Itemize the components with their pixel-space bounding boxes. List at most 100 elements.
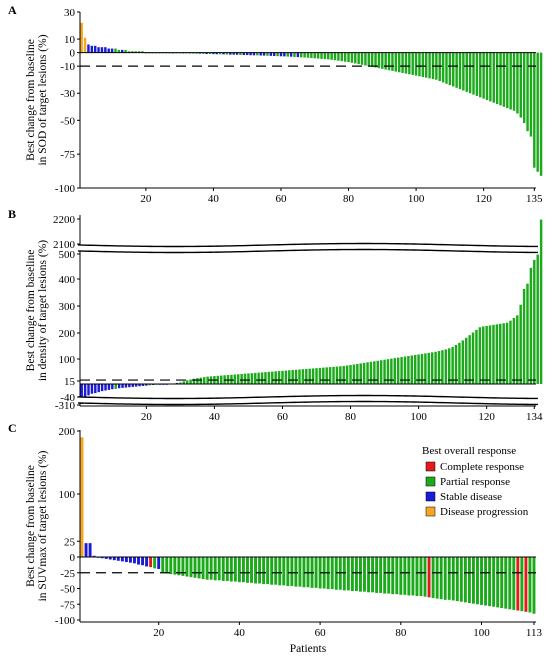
bar bbox=[502, 52, 506, 107]
bar bbox=[394, 52, 398, 72]
legend-title: Best overall response bbox=[422, 445, 516, 457]
y-tick-label: -310 bbox=[55, 400, 76, 412]
bar bbox=[533, 52, 536, 168]
x-tick-label: 100 bbox=[408, 193, 425, 205]
bar bbox=[482, 52, 485, 99]
bar bbox=[205, 557, 209, 580]
bar bbox=[461, 340, 465, 384]
bar bbox=[124, 384, 128, 388]
bar bbox=[536, 254, 539, 384]
bar bbox=[271, 371, 274, 384]
bar bbox=[476, 557, 479, 605]
bar bbox=[444, 349, 448, 384]
axis-break bbox=[77, 242, 540, 254]
bar bbox=[431, 557, 435, 598]
bar bbox=[455, 52, 458, 88]
y-tick-label: 25 bbox=[64, 536, 76, 548]
bar bbox=[516, 315, 519, 384]
bar bbox=[492, 324, 495, 384]
bar bbox=[383, 359, 386, 384]
bar bbox=[306, 52, 310, 58]
bar bbox=[262, 557, 266, 585]
bar bbox=[237, 374, 240, 384]
bar bbox=[488, 325, 492, 384]
bar bbox=[508, 557, 512, 610]
legend-swatch bbox=[425, 506, 436, 517]
y-tick-label: 10 bbox=[64, 34, 76, 46]
bar bbox=[274, 371, 277, 384]
bar bbox=[350, 52, 354, 63]
bar bbox=[500, 557, 504, 609]
bar bbox=[141, 384, 145, 386]
bar bbox=[526, 52, 529, 132]
bar bbox=[526, 283, 529, 384]
axis-break-line bbox=[77, 394, 539, 400]
bar bbox=[360, 52, 364, 65]
bar bbox=[195, 52, 198, 54]
bar bbox=[482, 326, 485, 384]
bar bbox=[250, 557, 253, 583]
bar bbox=[343, 52, 347, 62]
bar bbox=[529, 52, 533, 137]
bar bbox=[128, 557, 132, 563]
bar bbox=[347, 52, 350, 63]
bar bbox=[230, 374, 233, 384]
bar bbox=[239, 52, 242, 55]
bar bbox=[323, 52, 327, 60]
bar bbox=[84, 543, 88, 557]
panel-a bbox=[77, 11, 543, 191]
bar bbox=[293, 52, 296, 57]
bar bbox=[273, 52, 276, 56]
bar bbox=[407, 356, 410, 384]
bar bbox=[447, 557, 451, 600]
legend-swatch bbox=[425, 476, 436, 487]
axis-break-band bbox=[78, 245, 540, 251]
bar bbox=[430, 352, 434, 384]
bar bbox=[90, 384, 94, 394]
y-tick-label: 100 bbox=[59, 354, 76, 366]
bar bbox=[148, 384, 151, 386]
bar bbox=[305, 368, 308, 384]
bar bbox=[301, 369, 305, 384]
bar bbox=[339, 366, 342, 384]
bar bbox=[364, 52, 367, 66]
x-tick-label: 60 bbox=[315, 627, 327, 639]
bar bbox=[397, 52, 401, 73]
bar bbox=[108, 557, 112, 560]
y-tick-label: 400 bbox=[59, 274, 76, 286]
bar bbox=[197, 557, 201, 579]
bar bbox=[492, 557, 496, 607]
bar bbox=[206, 376, 209, 384]
y-tick-label: 100 bbox=[59, 489, 76, 501]
bar bbox=[114, 48, 117, 53]
bar bbox=[345, 365, 349, 384]
bar bbox=[284, 370, 288, 384]
bar bbox=[87, 44, 90, 53]
bar bbox=[97, 47, 100, 53]
bar bbox=[496, 557, 500, 608]
bar bbox=[131, 51, 134, 53]
bar bbox=[367, 52, 371, 67]
x-tick-label: 80 bbox=[345, 411, 357, 423]
bar bbox=[153, 557, 157, 569]
bar bbox=[246, 557, 249, 583]
bar bbox=[124, 557, 128, 563]
bar bbox=[83, 37, 87, 53]
bar bbox=[505, 322, 509, 384]
bar bbox=[88, 543, 92, 557]
bar bbox=[185, 380, 189, 384]
bar bbox=[328, 367, 332, 384]
bar bbox=[529, 267, 533, 384]
bar bbox=[193, 557, 197, 578]
bar bbox=[270, 557, 274, 585]
bar bbox=[354, 52, 357, 64]
bar bbox=[533, 259, 536, 384]
x-tick-label: 20 bbox=[153, 627, 165, 639]
bar bbox=[391, 52, 394, 71]
bar bbox=[468, 52, 472, 94]
bar bbox=[218, 52, 222, 55]
bar bbox=[376, 360, 379, 384]
bar bbox=[454, 344, 458, 384]
y-tick-label: -50 bbox=[60, 115, 75, 127]
bar bbox=[294, 369, 298, 384]
